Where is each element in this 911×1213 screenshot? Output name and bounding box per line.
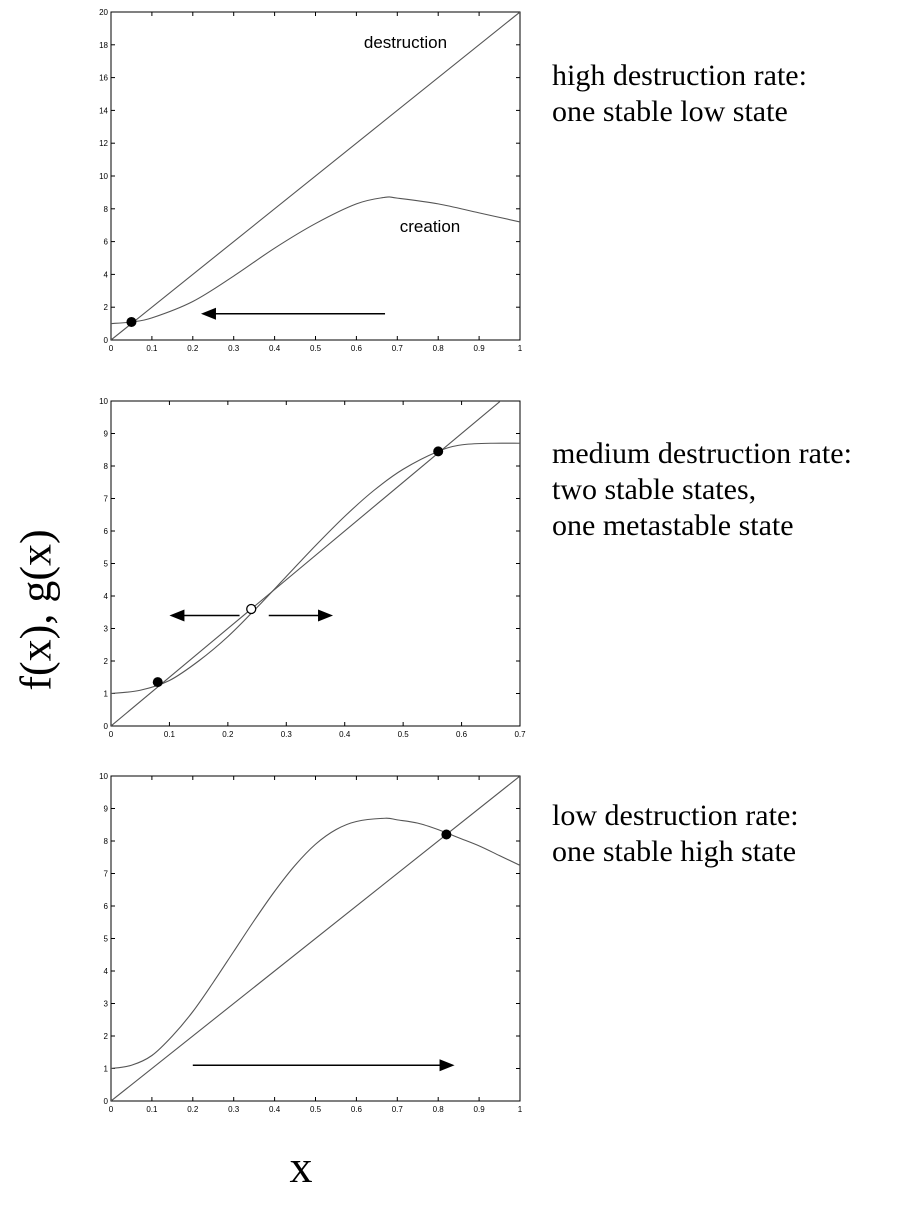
direction-arrow-head (318, 609, 334, 622)
stable-state-point (152, 677, 163, 688)
y-tick-label: 20 (99, 8, 108, 17)
x-tick-label: 1 (518, 344, 523, 353)
x-tick-label: 0 (109, 730, 114, 739)
x-tick-label: 0.1 (146, 1105, 158, 1114)
x-tick-label: 0 (109, 1105, 114, 1114)
y-tick-label: 2 (104, 657, 109, 666)
chart-panel-1: 0 0.1 0.2 0.3 0.4 0.5 0.6 0.7 0.8 0.9 102468101214… (99, 8, 523, 353)
direction-arrow-head (439, 1059, 455, 1072)
creation-curve (111, 196, 520, 325)
y-tick-label: 5 (104, 560, 109, 569)
x-tick-label: 0.1 (146, 344, 158, 353)
y-tick-label: 18 (99, 41, 108, 50)
x-tick-label: 0.6 (456, 730, 468, 739)
x-axis-label: x (289, 1141, 313, 1192)
y-tick-label: 10 (99, 397, 108, 406)
panel-2-description-line: two stable states, (552, 473, 757, 506)
y-tick-label: 8 (104, 462, 109, 471)
x-tick-label: 0.4 (269, 1105, 281, 1114)
y-tick-label: 1 (104, 1065, 109, 1074)
y-tick-label: 4 (104, 270, 109, 279)
panel-1-description-line: high destruction rate: (552, 59, 807, 92)
y-tick-label: 4 (104, 592, 109, 601)
y-tick-label: 1 (104, 690, 109, 699)
curve-annotation: destruction (364, 33, 447, 52)
y-tick-label: 8 (104, 837, 109, 846)
x-tick-label: 0.5 (398, 730, 410, 739)
x-tick-label: 0.7 (514, 730, 526, 739)
destruction-line (111, 12, 520, 340)
x-tick-label: 0.4 (339, 730, 351, 739)
x-tick-label: 0.8 (433, 1105, 445, 1114)
y-tick-label: 9 (104, 430, 109, 439)
y-tick-label: 16 (99, 74, 108, 83)
x-tick-label: 0.4 (269, 344, 281, 353)
x-tick-label: 0.3 (228, 1105, 240, 1114)
y-tick-label: 14 (99, 106, 108, 115)
y-tick-label: 7 (104, 870, 109, 879)
y-tick-label: 9 (104, 805, 109, 814)
x-tick-label: 0.5 (310, 1105, 322, 1114)
panel-1-description-line: one stable low state (552, 95, 788, 128)
x-tick-label: 0.2 (187, 344, 199, 353)
x-tick-label: 0.6 (351, 1105, 363, 1114)
curve-annotation: creation (400, 217, 460, 236)
y-tick-label: 6 (104, 238, 109, 247)
x-tick-label: 0.9 (474, 344, 486, 353)
y-tick-label: 10 (99, 772, 108, 781)
x-tick-label: 1 (518, 1105, 523, 1114)
x-tick-label: 0.1 (164, 730, 176, 739)
chart-panel-3: 0 0.1 0.2 0.3 0.4 0.5 0.6 0.7 0.8 0.9 101234567891… (99, 772, 523, 1114)
destruction-line (111, 776, 520, 1101)
y-tick-label: 7 (104, 495, 109, 504)
stable-state-point (126, 316, 137, 327)
y-tick-label: 6 (104, 902, 109, 911)
chart-panel-2: 0 0.1 0.2 0.3 0.4 0.5 0.6 0.7 0 1 2 3 4 5 6 7 8 9 10 (99, 397, 526, 739)
y-tick-label: 0 (104, 1097, 109, 1106)
x-tick-label: 0.3 (281, 730, 293, 739)
x-tick-label: 0.8 (433, 344, 445, 353)
creation-curve (111, 817, 520, 1070)
y-tick-label: 8 (104, 205, 109, 214)
x-tick-label: 0.6 (351, 344, 363, 353)
y-tick-label: 5 (104, 935, 109, 944)
plot-frame (110, 400, 521, 727)
direction-arrow-head (169, 609, 185, 622)
destruction-line (111, 401, 502, 726)
stable-state-point (433, 446, 444, 457)
direction-arrow-head (200, 307, 216, 320)
y-tick-label: 12 (99, 139, 108, 148)
x-tick-label: 0.2 (187, 1105, 199, 1114)
metastable-state-point (246, 603, 257, 615)
y-tick-label: 6 (104, 527, 109, 536)
stable-state-point (441, 829, 452, 840)
panel-2-description: medium destruction rate: two stable stat… (552, 436, 852, 544)
y-tick-label: 10 (99, 172, 108, 181)
panel-1-description: high destruction rate: one stable low st… (552, 58, 807, 130)
panel-2-description-line: medium destruction rate: (552, 437, 852, 470)
x-tick-label: 0.7 (392, 1105, 404, 1114)
x-tick-label: 0.7 (392, 344, 404, 353)
x-tick-label: 0.9 (474, 1105, 486, 1114)
panel-3-description-line: one stable high state (552, 835, 797, 868)
panel-3-description: low destruction rate: one stable high st… (552, 798, 799, 870)
y-tick-label: 2 (104, 1032, 109, 1041)
panel-2-description-line: one metastable state (552, 509, 794, 542)
x-tick-label: 0 (109, 344, 114, 353)
y-tick-label: 0 (104, 336, 109, 345)
y-tick-label: 0 (104, 722, 109, 731)
y-tick-label: 4 (104, 967, 109, 976)
x-tick-label: 0.2 (222, 730, 234, 739)
creation-curve (111, 442, 520, 695)
x-tick-label: 0.5 (310, 344, 322, 353)
x-tick-label: 0.3 (228, 344, 240, 353)
y-tick-label: 3 (104, 625, 109, 634)
y-tick-label: 3 (104, 1000, 109, 1009)
y-tick-label: 2 (104, 303, 109, 312)
panel-3-description-line: low destruction rate: (552, 799, 799, 832)
